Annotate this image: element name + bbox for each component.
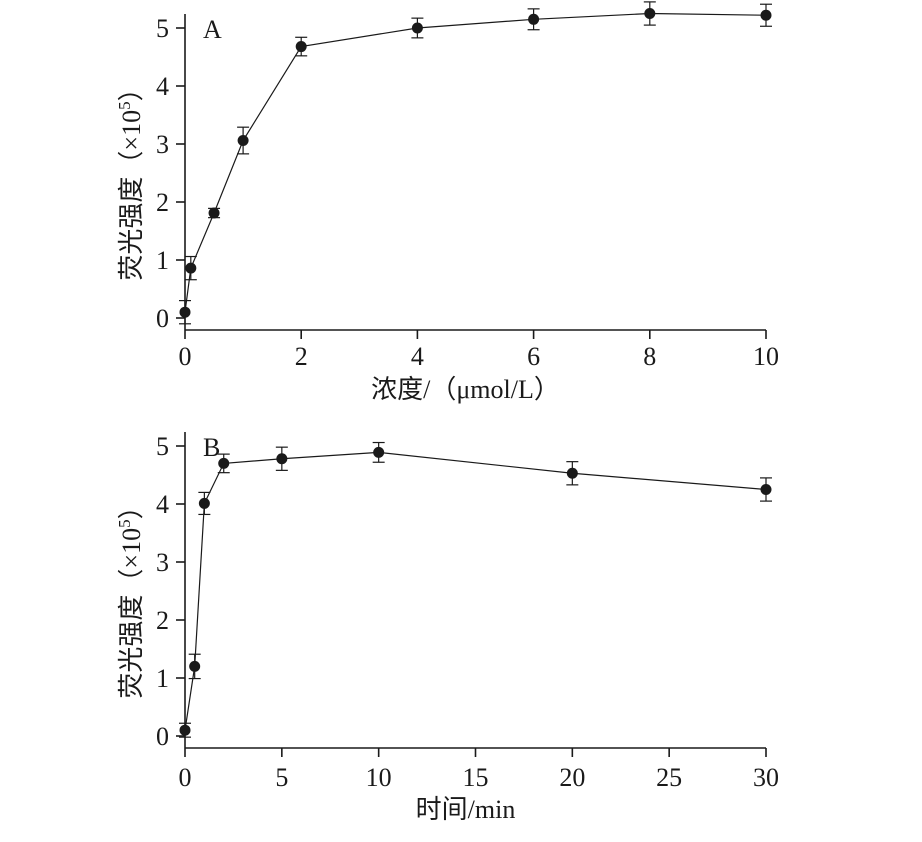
y-tick-label: 2: [156, 606, 169, 635]
data-point: [179, 724, 191, 736]
x-tick-label: 10: [366, 763, 392, 792]
data-point: [760, 484, 772, 495]
x-tick-label: 30: [753, 763, 779, 792]
panel-label: B: [203, 433, 220, 462]
data-point: [198, 497, 210, 509]
data-point: [208, 207, 220, 219]
x-tick-label: 2: [295, 342, 308, 371]
x-axis-title: 浓度/（μmol/L）: [371, 375, 560, 404]
x-tick-label: 0: [179, 342, 192, 371]
y-tick-label: 5: [156, 14, 169, 43]
y-tick-label: 1: [156, 664, 169, 693]
y-tick-label: 5: [156, 432, 169, 461]
x-tick-label: 5: [275, 763, 288, 792]
x-tick-label: 20: [559, 763, 585, 792]
y-tick-label: 3: [156, 130, 169, 159]
y-tick-label: 0: [156, 304, 169, 333]
x-tick-label: 6: [527, 342, 540, 371]
x-tick-label: 4: [411, 342, 424, 371]
y-axis-title: 荧光强度（×105）: [115, 75, 146, 280]
data-point: [295, 41, 307, 53]
panel-label: A: [203, 15, 222, 44]
data-point: [566, 467, 578, 479]
series-line: [184, 12, 767, 313]
data-point: [276, 453, 288, 465]
data-point: [760, 9, 772, 21]
y-tick-label: 4: [156, 490, 169, 519]
y-tick-label: 0: [156, 722, 169, 751]
y-tick-label: 1: [156, 246, 169, 275]
data-point: [644, 8, 656, 19]
data-point: [185, 262, 197, 274]
data-point: [218, 457, 230, 469]
series-line: [184, 451, 767, 731]
data-point: [373, 446, 385, 458]
y-axis-title: 荧光强度（×105）: [115, 493, 146, 698]
data-point: [237, 135, 249, 147]
data-point: [189, 660, 201, 672]
data-point: [179, 306, 191, 318]
x-tick-label: 25: [656, 763, 682, 792]
x-tick-label: 15: [463, 763, 489, 792]
x-tick-label: 10: [753, 342, 779, 371]
y-tick-label: 4: [156, 72, 169, 101]
x-axis-title: 时间/min: [416, 795, 516, 824]
y-tick-label: 3: [156, 548, 169, 577]
data-point: [528, 13, 540, 25]
chart-panel-b: 0 1 2 3 4 5 0 5 10 15 20 25 30 时间/min 荧光强度（×105） B: [115, 432, 779, 824]
x-tick-label: 8: [643, 342, 656, 371]
chart-panel-a: 0 1 2 3 4 5 0 2 4 6 8 10 浓度/（μmol/L） 荧光强度（×105） A: [115, 1, 779, 404]
data-point: [411, 22, 423, 34]
x-tick-label: 0: [179, 763, 192, 792]
y-tick-label: 2: [156, 188, 169, 217]
